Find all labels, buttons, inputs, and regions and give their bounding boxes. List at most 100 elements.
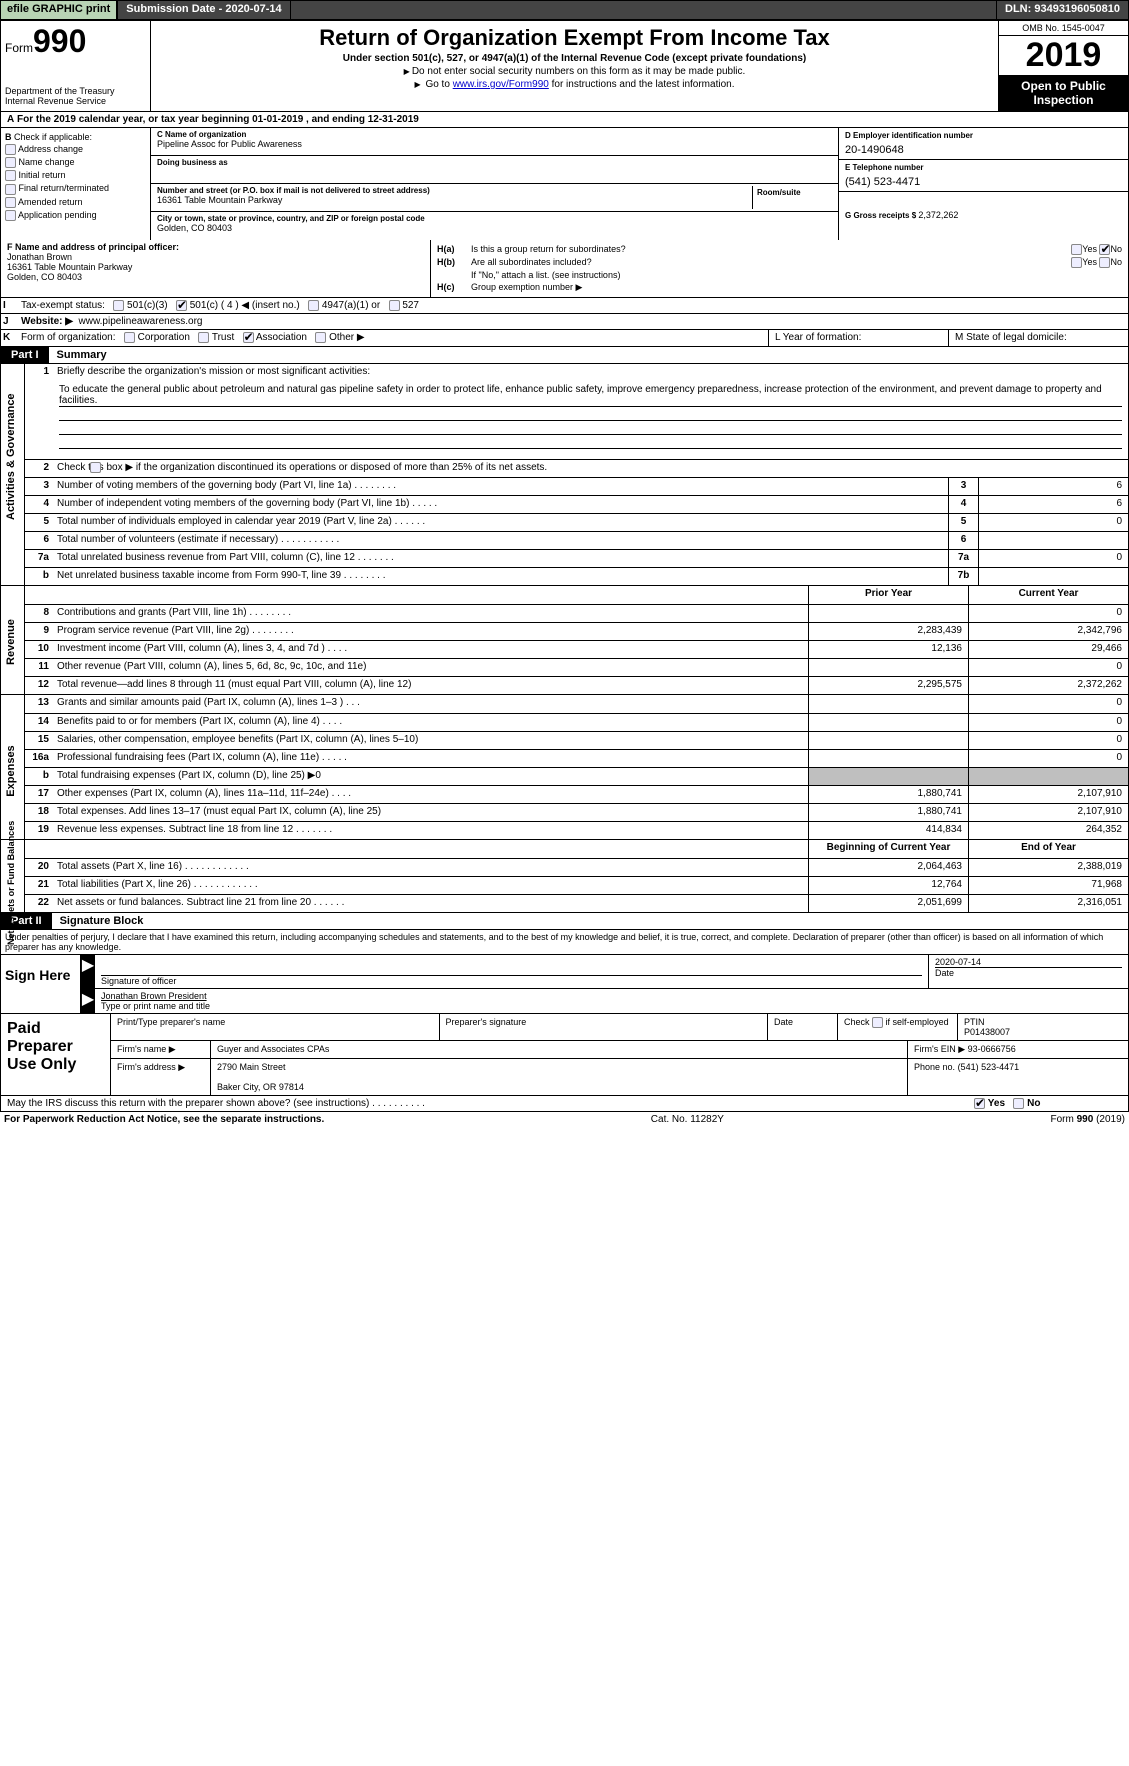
officer-street: 16361 Table Mountain Parkway <box>7 262 424 272</box>
checkbox-icon[interactable] <box>1071 244 1082 255</box>
line-box: 3 <box>948 478 978 495</box>
chk-initial[interactable]: Initial return <box>5 170 146 181</box>
summary-row: 11 Other revenue (Part VIII, column (A),… <box>25 658 1128 676</box>
dln-value: 93493196050810 <box>1034 3 1120 15</box>
summary-row: 12 Total revenue—add lines 8 through 11 … <box>25 676 1128 694</box>
prior-year-value: 2,064,463 <box>808 859 968 876</box>
efile-badge: efile GRAPHIC print <box>0 0 117 20</box>
checkbox-icon[interactable] <box>90 462 101 473</box>
checkbox-icon[interactable] <box>124 332 135 343</box>
line-num: 8 <box>25 605 53 622</box>
opt-corp: Corporation <box>138 333 190 344</box>
b-check: Check if applicable: <box>14 132 92 142</box>
firm-label: Firm's name ▶ <box>111 1041 211 1058</box>
k-content: Form of organization: Corporation Trust … <box>15 330 768 345</box>
opt-4947: 4947(a)(1) or <box>322 300 380 311</box>
checkbox-icon[interactable] <box>1071 257 1082 268</box>
prior-year-value: 2,295,575 <box>808 677 968 694</box>
part1-tag: Part I <box>1 347 49 363</box>
chk-final[interactable]: Final return/terminated <box>5 183 146 194</box>
org-name: Pipeline Assoc for Public Awareness <box>157 139 832 149</box>
ptin-cell: PTINP01438007 <box>958 1014 1128 1040</box>
officer-name: Jonathan Brown <box>7 252 424 262</box>
name-label: C Name of organization <box>157 130 832 139</box>
line-2: 2 Check this box ▶ if the organization d… <box>25 459 1128 477</box>
checkbox-icon[interactable] <box>872 1017 883 1028</box>
part2-name: Signature Block <box>52 913 152 929</box>
cell-gross: G Gross receipts $ 2,372,262 <box>839 192 1128 223</box>
chk-address[interactable]: Address change <box>5 144 146 155</box>
checkbox-icon[interactable] <box>389 300 400 311</box>
line2-text: Check this box ▶ if the organization dis… <box>57 462 547 473</box>
checkbox-icon[interactable] <box>113 300 124 311</box>
col-de: D Employer identification number 20-1490… <box>838 128 1128 240</box>
checkbox-icon[interactable] <box>1013 1098 1024 1109</box>
open-inspection: Open to Public Inspection <box>999 75 1128 111</box>
line-value <box>978 532 1128 549</box>
form-note1: Do not enter social security numbers on … <box>155 66 994 77</box>
street-value: 16361 Table Mountain Parkway <box>157 195 752 205</box>
mission-blank <box>59 435 1122 449</box>
chk-pending[interactable]: Application pending <box>5 210 146 221</box>
signature-block: Under penalties of perjury, I declare th… <box>0 930 1129 1014</box>
form990-link[interactable]: www.irs.gov/Form990 <box>453 79 549 90</box>
topbar-spacer <box>291 0 996 20</box>
discuss-text: May the IRS discuss this return with the… <box>1 1096 968 1111</box>
h-c: H(c) Group exemption number ▶ <box>437 282 1122 293</box>
opt-other: Other ▶ <box>329 333 364 344</box>
checkbox-icon <box>5 170 16 181</box>
chk-amended[interactable]: Amended return <box>5 197 146 208</box>
checkbox-icon[interactable] <box>308 300 319 311</box>
paid-header: Paid Preparer Use Only <box>1 1014 111 1095</box>
form-note2: Go to www.irs.gov/Form990 for instructio… <box>155 79 994 90</box>
checkbox-icon[interactable] <box>176 300 187 311</box>
checkbox-icon[interactable] <box>1099 244 1110 255</box>
checkbox-icon[interactable] <box>243 332 254 343</box>
line-1: 1 Briefly describe the organization's mi… <box>25 364 1128 382</box>
line-desc: Total liabilities (Part X, line 26) . . … <box>53 877 808 894</box>
firm-phone-cell: Phone no. (541) 523-4471 <box>908 1059 1128 1095</box>
chk-name[interactable]: Name change <box>5 157 146 168</box>
cell-street: Number and street (or P.O. box if mail i… <box>151 184 838 212</box>
block-h: H(a) Is this a group return for subordin… <box>431 240 1128 297</box>
h-a: H(a) Is this a group return for subordin… <box>437 244 1122 255</box>
page-footer: For Paperwork Reduction Act Notice, see … <box>0 1112 1129 1127</box>
city-label: City or town, state or province, country… <box>157 214 832 223</box>
row-i: I Tax-exempt status: 501(c)(3) 501(c) ( … <box>0 298 1129 314</box>
checkbox-icon[interactable] <box>974 1098 985 1109</box>
summary-row: 14 Benefits paid to or for members (Part… <box>25 713 1128 731</box>
cell-name: C Name of organization Pipeline Assoc fo… <box>151 128 838 156</box>
checkbox-icon[interactable] <box>1099 257 1110 268</box>
line-desc: Salaries, other compensation, employee b… <box>53 732 808 749</box>
prep-date-hdr: Date <box>768 1014 838 1040</box>
checkbox-icon[interactable] <box>315 332 326 343</box>
j-content: Website: ▶ www.pipelineawareness.org <box>15 314 209 329</box>
mission-block: To educate the general public about petr… <box>25 382 1128 459</box>
line-desc: Number of voting members of the governin… <box>53 478 948 495</box>
line-desc: Total expenses. Add lines 13–17 (must eq… <box>53 804 808 821</box>
prior-year-value <box>808 695 968 713</box>
summary-row: b Net unrelated business taxable income … <box>25 567 1128 585</box>
opt-assoc: Association <box>256 333 307 344</box>
penalty-text: Under penalties of perjury, I declare th… <box>1 930 1128 955</box>
row-k: K Form of organization: Corporation Trus… <box>0 330 1129 346</box>
i-lead: I <box>1 298 15 313</box>
vtab-label: Net Assets or Fund Balances <box>6 825 16 945</box>
ein-label: D Employer identification number <box>845 131 1122 140</box>
cell-dba: Doing business as <box>151 156 838 184</box>
row-a: A For the 2019 calendar year, or tax yea… <box>0 112 1129 128</box>
row-a-begin: 01-01-2019 <box>252 114 303 125</box>
form-subtitle: Under section 501(c), 527, or 4947(a)(1)… <box>155 53 994 64</box>
section-netassets: Net Assets or Fund Balances Beginning of… <box>0 840 1129 913</box>
yes-label: Yes <box>1082 257 1097 267</box>
summary-row: b Total fundraising expenses (Part IX, c… <box>25 767 1128 785</box>
row-a-lead: A <box>7 114 14 125</box>
addr-line2: Baker City, OR 97814 <box>217 1082 304 1092</box>
hc-label: H(c) <box>437 282 471 293</box>
checkbox-icon[interactable] <box>198 332 209 343</box>
summary-row: 13 Grants and similar amounts paid (Part… <box>25 695 1128 713</box>
current-year-value: 0 <box>968 695 1128 713</box>
j-label: Website: ▶ <box>21 316 73 327</box>
i-content: Tax-exempt status: 501(c)(3) 501(c) ( 4 … <box>15 298 425 313</box>
vtab-expenses: Expenses <box>1 695 25 839</box>
